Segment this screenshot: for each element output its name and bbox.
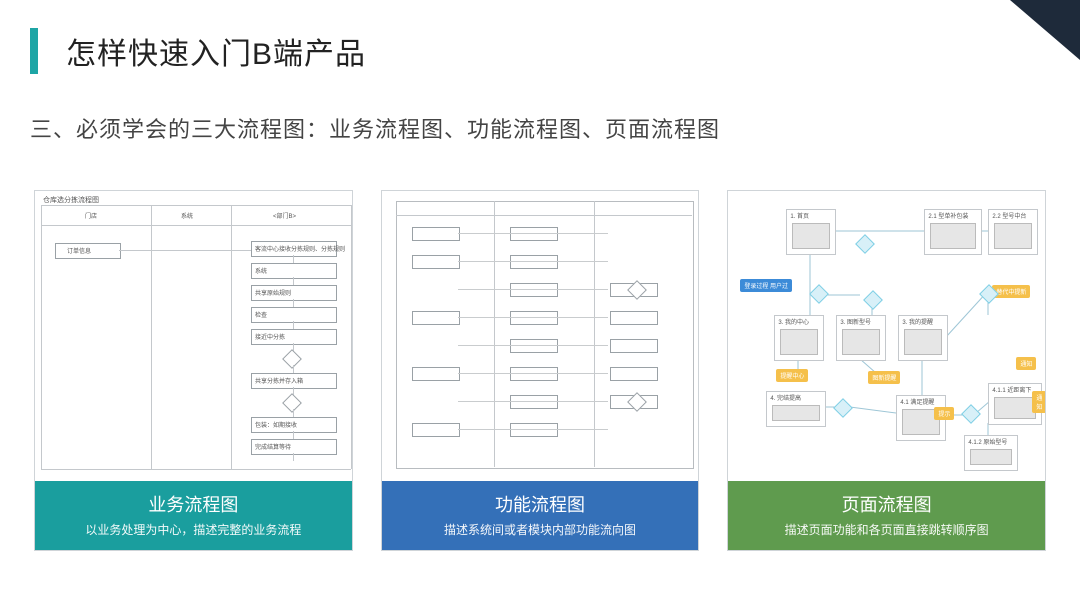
diagram-page-flow: 1. 首页2.1 型单补包装2.2 型号中台3. 我的中心3. 图新型号3. 我… bbox=[728, 191, 1045, 481]
page-subtitle: 三、必须学会的三大流程图：业务流程图、功能流程图、页面流程图 bbox=[30, 112, 720, 144]
diagram-function-flow bbox=[382, 191, 699, 481]
card-desc: 描述页面功能和各页面直接跳转顺序图 bbox=[740, 521, 1033, 538]
card-row: 仓库选分拣流程图 门店 系统 <部门B> 订单信息 客流中心接收分拣规则、分拣规… bbox=[34, 190, 1046, 551]
card-desc: 以业务处理为中心，描述完整的业务流程 bbox=[47, 521, 340, 538]
card-footer: 业务流程图 以业务处理为中心，描述完整的业务流程 bbox=[35, 481, 352, 550]
card-function-flow: 功能流程图 描述系统间或者模块内部功能流向图 bbox=[381, 190, 700, 551]
card-page-flow: 1. 首页2.1 型单补包装2.2 型号中台3. 我的中心3. 图新型号3. 我… bbox=[727, 190, 1046, 551]
page-title: 怎样快速入门B端产品 bbox=[66, 29, 366, 73]
corner-decoration bbox=[1010, 0, 1080, 60]
card-title: 业务流程图 bbox=[47, 491, 340, 517]
card-title: 页面流程图 bbox=[740, 491, 1033, 517]
diagram-business-flow: 仓库选分拣流程图 门店 系统 <部门B> 订单信息 客流中心接收分拣规则、分拣规… bbox=[35, 191, 352, 481]
title-accent-bar bbox=[30, 28, 38, 74]
diagram-header: 仓库选分拣流程图 bbox=[43, 195, 99, 205]
card-footer: 页面流程图 描述页面功能和各页面直接跳转顺序图 bbox=[728, 481, 1045, 550]
card-footer: 功能流程图 描述系统间或者模块内部功能流向图 bbox=[382, 481, 699, 550]
card-desc: 描述系统间或者模块内部功能流向图 bbox=[394, 521, 687, 538]
card-business-flow: 仓库选分拣流程图 门店 系统 <部门B> 订单信息 客流中心接收分拣规则、分拣规… bbox=[34, 190, 353, 551]
header: 怎样快速入门B端产品 bbox=[30, 28, 366, 74]
card-title: 功能流程图 bbox=[394, 491, 687, 517]
